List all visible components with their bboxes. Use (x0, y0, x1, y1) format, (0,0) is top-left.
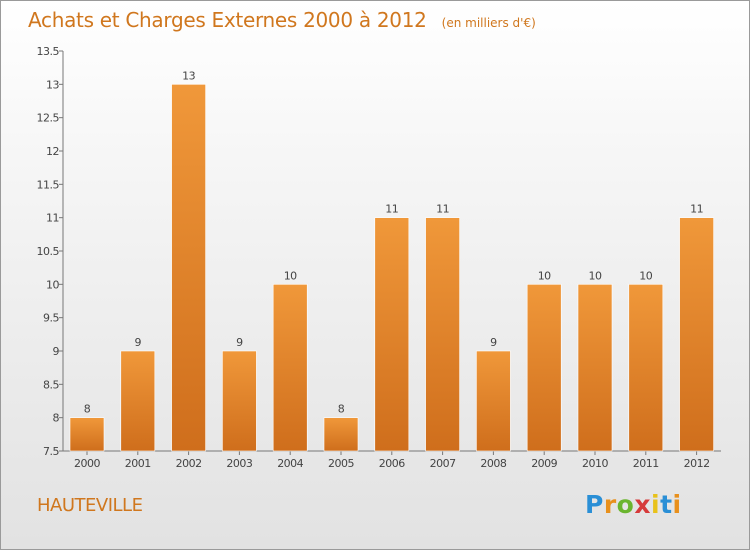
x-tick-label: 2005 (328, 457, 354, 470)
x-tick-label: 2003 (226, 457, 252, 470)
data-label: 10 (639, 269, 652, 282)
bar-2007 (425, 217, 460, 452)
y-tick-label: 12.5 (37, 112, 60, 125)
x-tick-label: 2011 (633, 457, 659, 470)
y-tick-label: 8 (53, 412, 60, 425)
logo-letter: o (616, 490, 635, 519)
x-tick-label: 2000 (74, 457, 100, 470)
bar-2000 (69, 417, 105, 452)
title-block: Achats et Charges Externes 2000 à 2012 (… (28, 8, 536, 32)
bar-2006 (374, 217, 410, 452)
bar-2012 (679, 217, 714, 452)
logo-letter: P (585, 490, 604, 519)
x-tick-label: 2010 (582, 457, 608, 470)
y-tick-label: 9 (53, 345, 60, 358)
logo-letter: x (634, 490, 651, 519)
x-tick-label: 2006 (379, 457, 405, 470)
data-label: 11 (385, 203, 398, 216)
chart-unit: (en milliers d'€) (441, 16, 536, 30)
y-tick-label: 13 (46, 78, 59, 91)
logo-letter: t (660, 490, 673, 519)
place-name: HAUTEVILLE (37, 495, 143, 516)
y-tick-label: 8.5 (43, 378, 59, 391)
bar-2003 (222, 350, 257, 452)
bar-2011 (628, 284, 664, 452)
y-tick-label: 9.5 (43, 312, 59, 325)
data-label: 9 (490, 336, 497, 349)
data-label: 11 (690, 203, 703, 216)
y-tick-label: 13.5 (37, 45, 60, 58)
data-label: 10 (538, 269, 551, 282)
data-label: 9 (236, 336, 243, 349)
logo-letter: i (651, 490, 661, 519)
data-label: 10 (284, 269, 297, 282)
x-tick-label: 2007 (430, 457, 456, 470)
x-tick-label: 2002 (176, 457, 202, 470)
x-tick-label: 2008 (480, 457, 506, 470)
bar-2001 (120, 350, 156, 452)
y-tick-label: 10 (46, 278, 59, 291)
data-label: 8 (84, 403, 91, 416)
x-tick-label: 2001 (125, 457, 151, 470)
bar-2008 (476, 350, 511, 452)
x-tick-label: 2009 (531, 457, 557, 470)
y-tick-label: 11.5 (37, 178, 60, 191)
bar-2004 (272, 284, 308, 452)
logo-letter: r (603, 490, 617, 519)
data-label: 10 (589, 269, 602, 282)
y-tick-label: 7.5 (43, 445, 59, 458)
proxiti-logo: Proxiti (585, 490, 682, 519)
data-label: 11 (436, 203, 449, 216)
x-tick-label: 2004 (277, 457, 303, 470)
data-label: 9 (135, 336, 142, 349)
logo-letter: i (672, 490, 682, 519)
bar-2002 (171, 84, 206, 452)
x-tick-label: 2012 (684, 457, 710, 470)
data-label: 8 (338, 403, 345, 416)
y-tick-label: 11 (46, 212, 59, 225)
bar-2009 (526, 284, 562, 452)
chart-title: Achats et Charges Externes 2000 à 2012 (28, 8, 427, 32)
y-tick-label: 10.5 (37, 245, 60, 258)
bar-2005 (323, 417, 359, 452)
bar-2010 (577, 284, 613, 452)
y-tick-label: 12 (46, 145, 59, 158)
data-label: 13 (182, 69, 195, 82)
